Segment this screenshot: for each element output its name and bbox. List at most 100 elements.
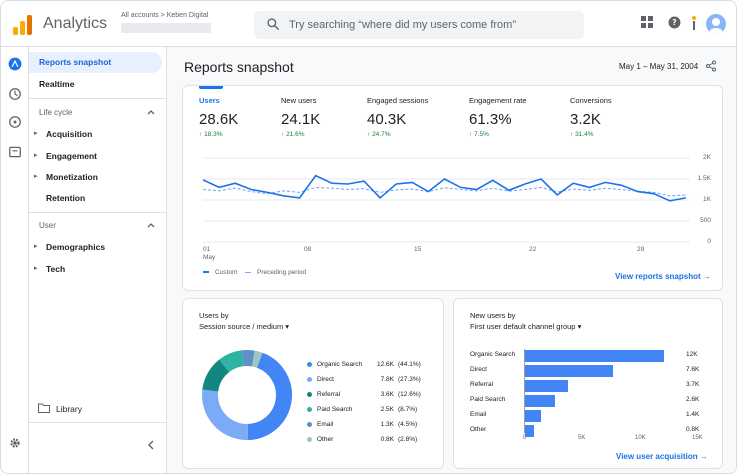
nav-item-acquisition[interactable]: Acquisition: [46, 129, 93, 139]
pie-legend-item: Paid Search: [307, 406, 352, 413]
view-user-acquisition-link[interactable]: View user acquisition →: [616, 452, 708, 461]
left-rail: [1, 47, 29, 473]
tab-new-users[interactable]: New users 24.1K ↑ 21.6%: [281, 96, 321, 138]
pie-value: 3.6K: [380, 391, 394, 398]
nav-item-monetization[interactable]: Monetization: [46, 172, 98, 182]
avatar[interactable]: [706, 14, 726, 34]
home-icon[interactable]: [8, 57, 22, 71]
active-tab-indicator: [199, 86, 223, 89]
y-tick: 0: [707, 238, 711, 245]
analytics-logo-icon[interactable]: [13, 13, 35, 35]
pie-value: 7.8K: [380, 376, 394, 383]
bar[interactable]: [525, 410, 542, 422]
pie-slice: [202, 359, 230, 393]
pie-slice: [247, 352, 292, 440]
legend-preceding-period[interactable]: Preceding period: [245, 269, 306, 276]
divider: [29, 422, 167, 423]
pie-value: 1.3K: [380, 421, 394, 428]
legend-dot: [307, 376, 312, 382]
legend-dot: [307, 436, 312, 442]
search-bar[interactable]: Try searching “where did my users come f…: [254, 11, 584, 39]
series-line-custom: [202, 174, 687, 202]
x-tick: 08: [304, 246, 312, 253]
bar-label: Paid Search: [470, 396, 506, 403]
caret-right-icon: ▸: [34, 243, 38, 250]
caret-right-icon: ▸: [34, 130, 38, 137]
chevron-up-icon[interactable]: [147, 109, 155, 115]
card-title: New users by: [470, 311, 516, 320]
bar-label: Direct: [470, 366, 487, 373]
trend-line-chart: [202, 157, 690, 243]
bar-label: Organic Search: [470, 351, 516, 358]
pie-value: 2.5K: [380, 406, 394, 413]
caret-right-icon: ▸: [34, 265, 38, 272]
collapse-chevron-icon[interactable]: [147, 440, 155, 450]
bar[interactable]: [525, 350, 665, 362]
pie-legend-item: Other: [307, 436, 333, 443]
x-tick: 15K: [692, 435, 703, 441]
share-icon[interactable]: [705, 60, 717, 72]
breadcrumb[interactable]: All accounts > Keben Digital: [121, 12, 209, 19]
gear-icon[interactable]: [8, 436, 22, 450]
legend-dot: [307, 361, 312, 367]
metric-value: 40.3K: [367, 111, 407, 128]
nav-item-tech[interactable]: Tech: [46, 264, 66, 274]
page-title: Reports snapshot: [184, 59, 294, 75]
chevron-up-icon[interactable]: [147, 222, 155, 228]
dimension-selector[interactable]: Session source / medium ▾: [199, 322, 290, 331]
bar-value: 1.4K: [686, 411, 700, 418]
new-users-by-channel-card: New users by First user default channel …: [453, 298, 723, 469]
legend-dot: [307, 406, 312, 412]
tab-users[interactable]: Users 28.6K ↑ 18.3%: [199, 96, 239, 138]
nav-item-library[interactable]: Library: [56, 404, 82, 414]
nav-section-user[interactable]: User: [39, 221, 56, 230]
tab-conversions[interactable]: Conversions 3.2K ↑ 31.4%: [570, 96, 612, 138]
nav-item-retention[interactable]: Retention: [46, 193, 86, 203]
pie-legend-item: Referral: [307, 391, 340, 398]
pie-slice: [219, 350, 245, 373]
notification-icon[interactable]: [690, 16, 698, 30]
tab-engaged-sessions[interactable]: Engaged sessions 40.3K ↑ 24.7%: [367, 96, 429, 138]
reports-icon[interactable]: [8, 87, 22, 101]
view-reports-snapshot-link[interactable]: View reports snapshot →: [615, 272, 711, 281]
nav-panel: Reports snapshot Realtime Life cycle ▸ A…: [29, 47, 167, 473]
legend-dot: [307, 391, 312, 397]
top-bar: Analytics All accounts > Keben Digital T…: [1, 1, 736, 47]
bar[interactable]: [525, 365, 614, 377]
nav-section-lifecycle[interactable]: Life cycle: [39, 108, 73, 117]
nav-item-engagement[interactable]: Engagement: [46, 151, 98, 161]
explore-icon[interactable]: [8, 115, 22, 129]
nav-item-reports-snapshot[interactable]: Reports snapshot: [39, 57, 112, 67]
advertising-icon[interactable]: [8, 145, 22, 159]
apps-grid-icon[interactable]: [641, 16, 653, 28]
metric-delta: ↑ 31.4%: [570, 131, 594, 138]
search-placeholder: Try searching “where did my users come f…: [289, 19, 516, 31]
metric-delta: ↑ 7.5%: [469, 131, 489, 138]
x-tick: 22: [529, 246, 537, 253]
account-selector[interactable]: [121, 23, 211, 33]
pie-percent: (44.1%): [398, 361, 421, 368]
pie-percent: (4.5%): [398, 421, 418, 428]
date-range[interactable]: May 1 – May 31, 2004: [619, 62, 699, 71]
app-title: Analytics: [43, 15, 108, 32]
bar[interactable]: [525, 425, 535, 437]
pie-legend-item: Email: [307, 421, 333, 428]
bar[interactable]: [525, 395, 556, 407]
svg-text:?: ?: [672, 18, 676, 27]
folder-icon: [38, 403, 50, 413]
bar[interactable]: [525, 380, 568, 392]
bar-value: 3.7K: [686, 381, 700, 388]
x-tick: 15: [414, 246, 422, 253]
nav-item-demographics[interactable]: Demographics: [46, 242, 106, 252]
series-line-preceding-period: [202, 186, 687, 197]
pie-value: 0.8K: [380, 436, 394, 443]
donut-chart: [202, 350, 292, 440]
bar-value: 0.8K: [686, 426, 700, 433]
tab-engagement-rate[interactable]: Engagement rate 61.3% ↑ 7.5%: [469, 96, 527, 138]
help-icon[interactable]: ?: [668, 16, 681, 29]
nav-item-realtime[interactable]: Realtime: [39, 79, 75, 89]
x-tick: 10K: [635, 435, 646, 441]
legend-custom[interactable]: Custom: [203, 269, 237, 276]
dimension-selector[interactable]: First user default channel group ▾: [470, 322, 582, 331]
